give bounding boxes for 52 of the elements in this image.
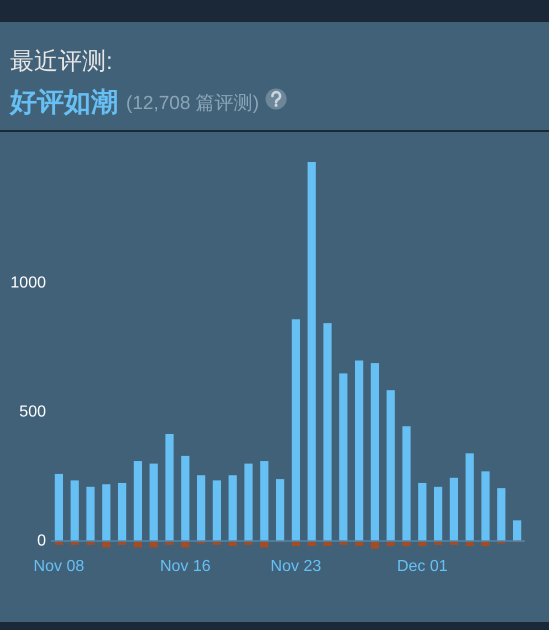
chart-subtitle: 好评如潮 <box>9 87 118 117</box>
y-tick-label: 1000 <box>10 274 46 292</box>
bar <box>212 480 222 541</box>
bar <box>70 540 79 545</box>
bar <box>308 540 316 546</box>
bar <box>386 540 395 546</box>
bar <box>276 479 284 541</box>
bar <box>165 434 174 541</box>
bar <box>118 482 126 541</box>
y-tick-label: 0 <box>37 532 46 550</box>
y-tick-label: 500 <box>19 404 46 421</box>
bar <box>354 360 364 541</box>
bar <box>244 464 253 541</box>
bar <box>339 373 348 541</box>
bar <box>418 540 426 546</box>
bar <box>339 540 348 545</box>
bar <box>196 475 206 541</box>
bar <box>134 461 142 541</box>
bar <box>150 540 158 548</box>
x-tick-label: Nov 16 <box>160 558 211 575</box>
x-tick-label: Nov 08 <box>34 558 84 575</box>
text: (12,708 篇评测) <box>126 93 260 114</box>
bar <box>466 453 474 541</box>
bar <box>512 520 522 541</box>
bar <box>228 540 237 546</box>
bar <box>323 323 332 541</box>
bar <box>497 488 506 541</box>
bar <box>292 319 300 541</box>
x-tick-label: Nov 23 <box>270 558 322 575</box>
bar <box>481 471 490 541</box>
bar <box>260 540 268 548</box>
bar <box>54 474 64 541</box>
bar <box>134 540 142 548</box>
bar <box>150 464 158 541</box>
x-tick-label: Dec 01 <box>396 558 448 575</box>
bar <box>450 478 458 541</box>
bar <box>466 540 474 546</box>
bar <box>308 162 316 541</box>
bar <box>86 486 95 541</box>
bar <box>102 540 110 548</box>
bar <box>386 390 395 541</box>
bar <box>70 480 79 541</box>
bar <box>418 482 426 541</box>
bar <box>228 475 237 541</box>
bar <box>370 363 380 541</box>
bar <box>181 540 190 548</box>
chart-title: 最近评测: <box>10 48 113 75</box>
bar <box>260 461 268 541</box>
bar <box>181 456 190 541</box>
bar <box>402 426 411 541</box>
bar <box>434 486 442 541</box>
bar <box>102 484 110 541</box>
